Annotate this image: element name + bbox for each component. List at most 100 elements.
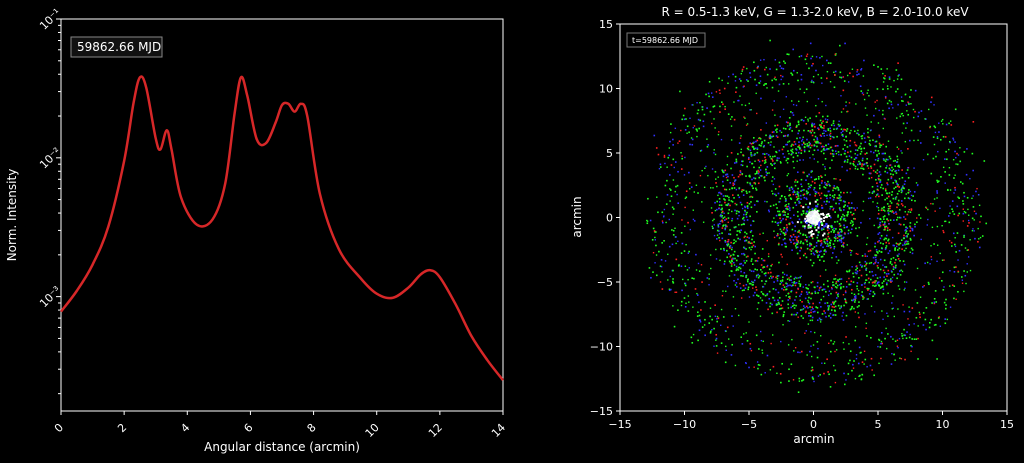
photon-event — [864, 153, 867, 155]
photon-event — [859, 374, 861, 377]
photon-event — [886, 203, 889, 205]
photon-event — [697, 118, 700, 121]
photon-event — [682, 114, 685, 117]
photon-event — [823, 288, 826, 291]
photon-event — [849, 211, 852, 214]
photon-event — [730, 259, 733, 262]
photon-event — [968, 214, 970, 216]
photon-event — [697, 339, 699, 342]
photon-event — [837, 304, 840, 307]
photon-event — [727, 217, 730, 219]
photon-event — [892, 197, 895, 200]
photon-event — [829, 216, 832, 219]
photon-event — [764, 179, 766, 182]
photon-event — [782, 83, 785, 85]
photon-event — [742, 217, 744, 220]
photon-event — [675, 185, 677, 188]
photon-event — [743, 236, 746, 239]
photon-event — [723, 249, 725, 252]
photon-event — [892, 338, 894, 340]
photon-event — [867, 277, 870, 280]
photon-event — [744, 362, 747, 364]
photon-event — [942, 229, 944, 232]
photon-event — [955, 266, 957, 268]
photon-event — [826, 280, 829, 282]
photon-event — [866, 158, 868, 160]
photon-event — [883, 206, 886, 208]
photon-event — [899, 216, 901, 219]
photon-event — [745, 239, 748, 242]
photon-event — [751, 154, 753, 156]
photon-event — [721, 169, 724, 172]
photon-event — [883, 228, 886, 231]
photon-event — [857, 163, 859, 166]
photon-event — [892, 168, 895, 171]
photon-event — [820, 244, 822, 247]
photon-event — [811, 376, 814, 378]
photon-event — [820, 335, 822, 337]
photon-event — [879, 221, 882, 224]
photon-event — [811, 237, 814, 240]
photon-event — [809, 186, 812, 189]
image-y-tick-label: 5 — [606, 147, 613, 160]
photon-event — [857, 132, 859, 135]
photon-event — [722, 185, 725, 187]
photon-event — [809, 244, 811, 246]
photon-event — [742, 275, 744, 277]
photon-event — [805, 55, 808, 58]
photon-event — [815, 241, 818, 244]
photon-event — [906, 243, 908, 245]
photon-event — [744, 205, 746, 208]
photon-event — [818, 317, 821, 320]
photon-event — [720, 101, 723, 103]
photon-event — [772, 131, 775, 133]
photon-event — [886, 68, 888, 70]
photon-event — [834, 74, 836, 76]
photon-event — [846, 146, 849, 148]
photon-event — [806, 100, 809, 103]
photon-event — [869, 217, 871, 220]
photon-event — [827, 233, 829, 235]
photon-event — [769, 155, 772, 158]
photon-event — [740, 336, 743, 339]
photon-event — [782, 238, 785, 241]
photon-event — [817, 231, 820, 234]
photon-event — [918, 214, 920, 216]
photon-event — [782, 67, 785, 70]
photon-event — [900, 239, 903, 242]
photon-event — [837, 231, 839, 234]
photon-event — [820, 192, 823, 195]
photon-event — [832, 243, 835, 245]
photon-event — [800, 190, 802, 192]
photon-event — [726, 204, 729, 207]
photon-event — [860, 378, 863, 380]
photon-event — [938, 122, 940, 124]
photon-event — [885, 234, 888, 237]
photon-event — [778, 308, 781, 310]
photon-event — [681, 242, 684, 245]
photon-event — [798, 231, 800, 233]
image-x-tick-label: 15 — [1000, 418, 1014, 431]
photon-event — [730, 139, 733, 141]
photon-event — [804, 143, 806, 146]
photon-event — [810, 243, 812, 245]
photon-event — [797, 79, 799, 82]
photon-event — [884, 198, 886, 201]
photon-event — [907, 167, 909, 169]
photon-event — [818, 301, 821, 304]
photon-event — [739, 287, 742, 289]
photon-event — [692, 126, 694, 129]
photon-event — [873, 64, 875, 66]
photon-event — [969, 239, 971, 241]
photon-event — [723, 188, 726, 191]
photon-event — [799, 249, 801, 252]
photon-event — [749, 231, 752, 233]
photon-event — [888, 223, 890, 225]
photon-event — [896, 88, 899, 90]
photon-event — [881, 207, 883, 210]
photon-event — [877, 122, 880, 124]
photon-event — [762, 145, 765, 148]
photon-event — [726, 249, 728, 252]
photon-event — [933, 198, 936, 200]
photon-event — [693, 277, 695, 280]
